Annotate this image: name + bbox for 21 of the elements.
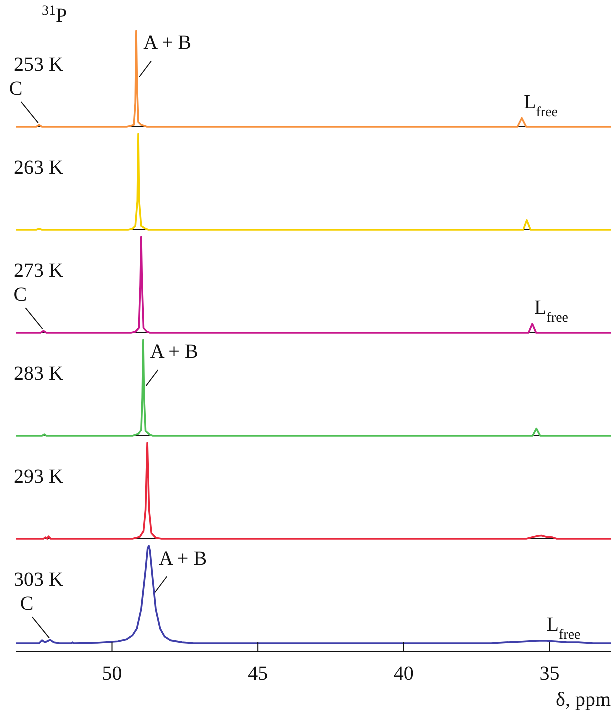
annotation: C (20, 593, 34, 616)
annotation: L$_{free}$ (534, 296, 569, 326)
text: 283 K (14, 363, 64, 385)
x-tick-label: 45 (248, 663, 268, 686)
text: 273 K (14, 260, 64, 282)
annotation: A + B (144, 32, 192, 54)
x-tick-label: 50 (102, 663, 122, 686)
annotation: C (9, 78, 23, 100)
text: 263 K (14, 157, 64, 179)
text: 293 K (14, 466, 64, 488)
annotation: A + B (159, 548, 208, 570)
text: 303 K (14, 569, 64, 591)
text: 253 K (14, 54, 64, 76)
annotation: L$_{free}$ (524, 91, 558, 120)
annotation: L$_{free}$ (546, 614, 581, 642)
x-axis-title: δ, ppm (556, 689, 612, 711)
chart-title: $^{31}$P (42, 4, 68, 27)
x-tick-label: 35 (540, 663, 560, 686)
annotation: A + B (150, 341, 198, 363)
annotation: C (14, 284, 28, 306)
x-tick-label: 40 (394, 663, 414, 686)
